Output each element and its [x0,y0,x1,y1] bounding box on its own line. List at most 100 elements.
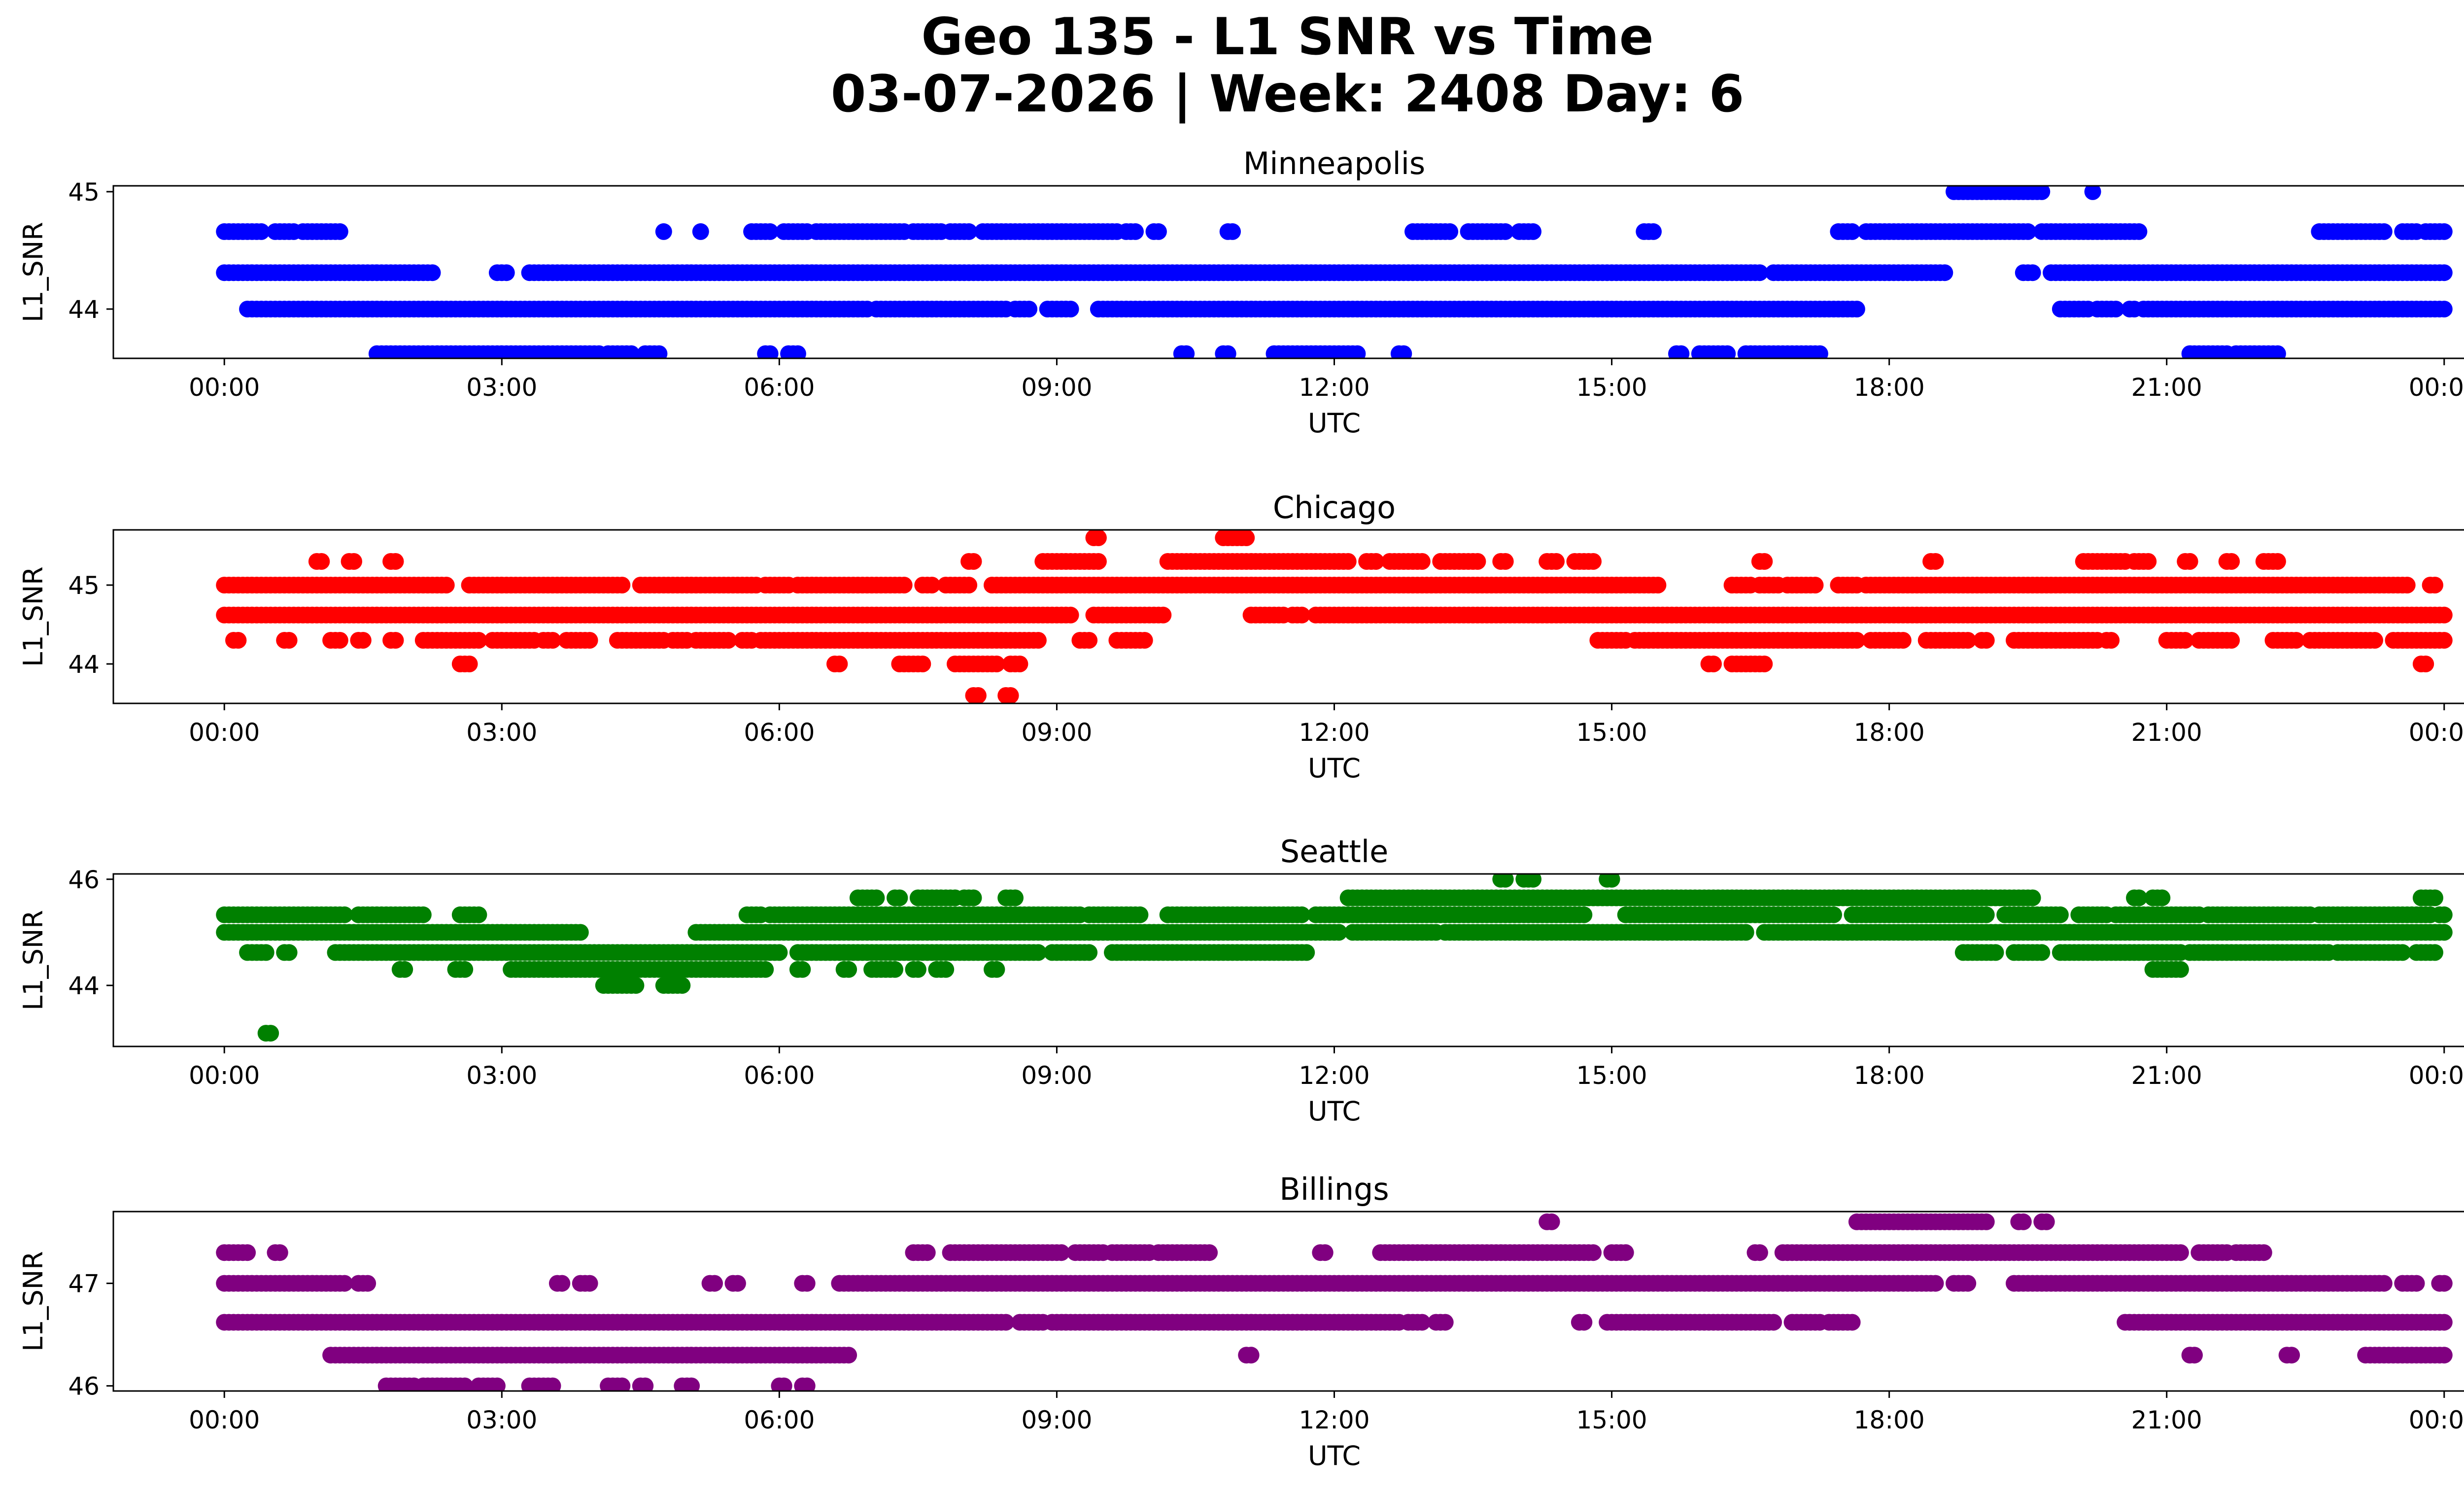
data-point [2140,553,2157,570]
data-point [2435,1275,2453,1292]
data-point [614,577,631,593]
x-tick-label: 00:00 [2409,373,2464,402]
data-point [1238,530,1255,546]
data-point [988,656,1005,672]
data-point [1090,530,1107,546]
data-point [1178,345,1195,358]
data-point [757,961,774,978]
data-point [937,961,955,978]
data-point [1497,223,1514,240]
data-point [2024,264,2041,281]
data-point [1029,632,1047,649]
data-point [1413,1314,1431,1331]
data-point [1673,345,1690,358]
data-point [359,1275,376,1292]
data-point [1705,656,1722,672]
data-point [2223,632,2240,649]
data-point [1150,223,1167,240]
data-point [2107,301,2124,317]
x-tick-label: 06:00 [744,718,815,747]
data-point [1497,874,1514,888]
data-point [1011,656,1028,672]
data-point [2181,553,2198,570]
data-point [1021,301,1038,317]
x-tick-label: 00:00 [189,1061,260,1090]
y-tick-label: 46 [68,866,100,894]
data-point [2103,632,2120,649]
data-point [2435,223,2453,240]
y-axis-label: L1_SNR [18,910,49,1010]
data-point [2394,944,2411,961]
y-tick-label: 44 [68,295,100,324]
x-tick-label: 18:00 [1854,373,1925,402]
data-point [1219,345,1236,358]
data-point [1242,1347,1260,1364]
data-point [1081,632,1098,649]
data-point [623,345,640,358]
x-tick-label: 00:00 [189,373,260,402]
data-point [414,906,432,923]
data-point [2408,1275,2425,1292]
data-point [914,656,931,672]
scatter-series [216,874,2453,1042]
data-point [553,1275,571,1292]
data-point [650,345,668,358]
data-point [909,961,926,978]
data-point [2366,632,2383,649]
data-point [2435,924,2453,941]
data-point [2223,553,2240,570]
x-tick-label: 12:00 [1299,1061,1369,1090]
x-tick-label: 21:00 [2131,1061,2202,1090]
data-point [2435,1314,2453,1331]
data-point [1062,301,1079,317]
y-tick-label: 45 [68,178,100,207]
data-point [887,961,903,978]
data-point [498,264,515,281]
data-point [1765,1314,1782,1331]
figure-subtitle: 03-07-2026 | Week: 2408 Day: 6 [830,65,1745,124]
data-point [2435,606,2453,624]
data-point [794,961,811,978]
data-point [2024,889,2041,906]
data-point [280,632,298,649]
x-tick-label: 12:00 [1299,718,1369,747]
data-point [1155,606,1172,624]
data-point [2427,889,2443,906]
data-point [1844,223,1861,240]
data-point [396,961,413,978]
data-point [336,1275,353,1292]
data-point [1737,924,1754,941]
data-point [1575,1314,1593,1331]
data-point [868,889,885,906]
data-point [1811,345,1828,358]
data-point [895,577,913,593]
data-point [840,961,857,978]
y-axis-label: L1_SNR [18,222,49,322]
data-point [581,632,598,649]
data-point [2283,1347,2300,1364]
data-point [1987,944,2004,961]
data-point [1293,606,1310,624]
data-point [2269,553,2286,570]
data-point [2427,944,2443,961]
data-point [2288,632,2305,649]
data-point [1437,1314,1454,1331]
x-tick-label: 09:00 [1021,718,1092,747]
data-point [655,223,672,240]
data-point [840,1347,857,1364]
data-point [2019,223,2037,240]
data-point [230,632,247,649]
data-point [720,632,737,649]
data-point [1029,944,1047,961]
data-point [456,961,474,978]
data-point [1441,223,1459,240]
subplot-title: Chicago [1273,489,1396,525]
data-point [257,944,274,961]
data-point [2269,345,2286,358]
data-point [438,383,455,400]
data-point [771,944,788,961]
data-point [1959,1275,1977,1292]
